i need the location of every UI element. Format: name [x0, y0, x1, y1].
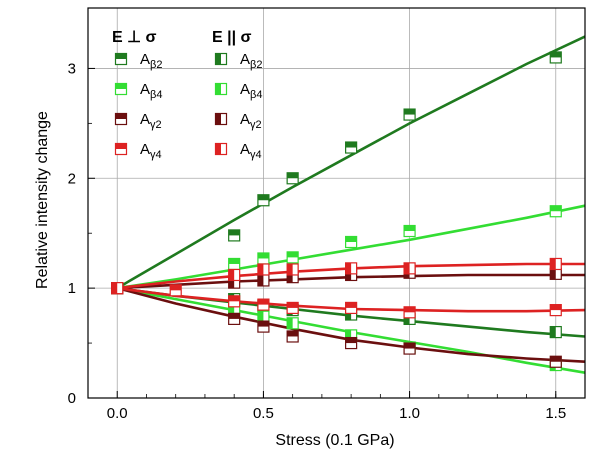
x-tick-label: 0.5 — [253, 405, 274, 422]
legend-label-beta4-par: Aβ4 — [240, 81, 262, 101]
point-gamma4-perp — [286, 301, 299, 315]
point-beta4-perp — [549, 205, 562, 218]
point-gamma2-perp — [345, 336, 358, 350]
y-tick-label: 2 — [68, 170, 76, 187]
point-gamma2-perp — [257, 320, 270, 333]
fit-curve-beta4-perp — [117, 204, 586, 290]
x-axis-title: Stress (0.1 GPa) — [275, 432, 394, 449]
point-gamma4-par — [345, 262, 358, 275]
y-axis-title: Relative intensity change — [34, 111, 51, 289]
y-tick-labels: 0 1 2 3 — [68, 60, 76, 407]
x-tick-label: 1.5 — [545, 405, 566, 422]
x-tick-labels: 0.0 0.5 1.0 1.5 — [107, 405, 566, 422]
point-beta4-par — [286, 317, 299, 330]
legend-label-gamma2-perp: Aγ2 — [140, 111, 162, 131]
legend-header-par: E || σ — [212, 29, 252, 46]
point-gamma4-perp — [549, 304, 562, 317]
legend-marker-beta4-par — [214, 82, 228, 96]
point-gamma2-perp — [286, 330, 299, 343]
point-beta4-perp — [345, 235, 358, 249]
data-points — [111, 51, 562, 372]
legend-label-gamma2-par: Aγ2 — [240, 111, 262, 131]
legend-label-beta2-perp: Aβ2 — [140, 51, 162, 71]
point-gamma4-perp — [257, 298, 270, 311]
y-tick-label: 1 — [68, 280, 76, 297]
point-beta2-perp — [403, 108, 416, 121]
legend-label-beta2-par: Aβ2 — [240, 51, 262, 71]
point-gamma4-perp — [345, 301, 358, 315]
point-gamma2-perp — [228, 312, 241, 326]
fit-curve-gamma2-perp — [116, 286, 586, 363]
point-beta2-perp — [345, 141, 358, 154]
point-beta4-perp — [403, 224, 416, 238]
legend-label-gamma4-perp: Aγ4 — [140, 141, 162, 161]
legend-marker-beta2-par — [214, 52, 228, 66]
y-tick-label: 0 — [68, 390, 76, 407]
legend-label-beta4-perp: Aβ4 — [140, 81, 162, 101]
point-beta2-par — [549, 325, 562, 339]
legend-marker-gamma4-perp — [114, 142, 128, 156]
point-gamma2-perp — [403, 342, 416, 355]
x-tick-label: 0.0 — [107, 405, 128, 422]
point-gamma4-perp — [169, 284, 182, 297]
point-gamma4-par — [403, 262, 416, 275]
axis-ticks — [88, 67, 557, 399]
legend-marker-beta4-perp — [114, 82, 128, 96]
point-gamma2-par — [257, 274, 270, 287]
legend-marker-gamma2-perp — [114, 112, 128, 126]
point-beta4-perp — [257, 252, 270, 265]
legend-label-gamma4-par: Aγ4 — [240, 141, 262, 161]
point-gamma4-perp — [403, 306, 416, 319]
point-beta2-perp — [549, 51, 562, 64]
legend: E ⊥ σ E || σ Aβ2 Aβ2 Aβ4 Aβ4 Aγ2 Aγ2 Aγ4 Aγ4 — [112, 29, 262, 161]
grid-lines — [88, 8, 585, 398]
point-gamma4-par — [111, 282, 124, 295]
point-beta2-perp — [257, 194, 270, 207]
plot-frame — [87, 7, 586, 399]
point-beta2-perp — [228, 229, 241, 242]
point-gamma4-perp — [228, 295, 241, 308]
x-tick-label: 1.0 — [399, 405, 420, 422]
legend-marker-gamma4-par — [214, 142, 228, 156]
fit-curve-beta2-perp — [116, 35, 586, 290]
fit-curves — [116, 35, 586, 374]
point-gamma4-par — [257, 263, 270, 276]
legend-marker-beta2-perp — [114, 52, 128, 66]
point-gamma4-par — [228, 268, 241, 282]
point-gamma2-perp — [549, 355, 562, 368]
point-gamma4-par — [549, 257, 562, 271]
legend-header-perp: E ⊥ σ — [112, 29, 157, 46]
point-beta2-perp — [286, 172, 299, 185]
legend-marker-gamma2-par — [214, 112, 228, 126]
y-tick-label: 3 — [68, 60, 76, 77]
point-gamma4-par — [286, 263, 299, 276]
point-beta4-perp — [228, 257, 241, 271]
point-beta4-perp — [286, 251, 299, 264]
